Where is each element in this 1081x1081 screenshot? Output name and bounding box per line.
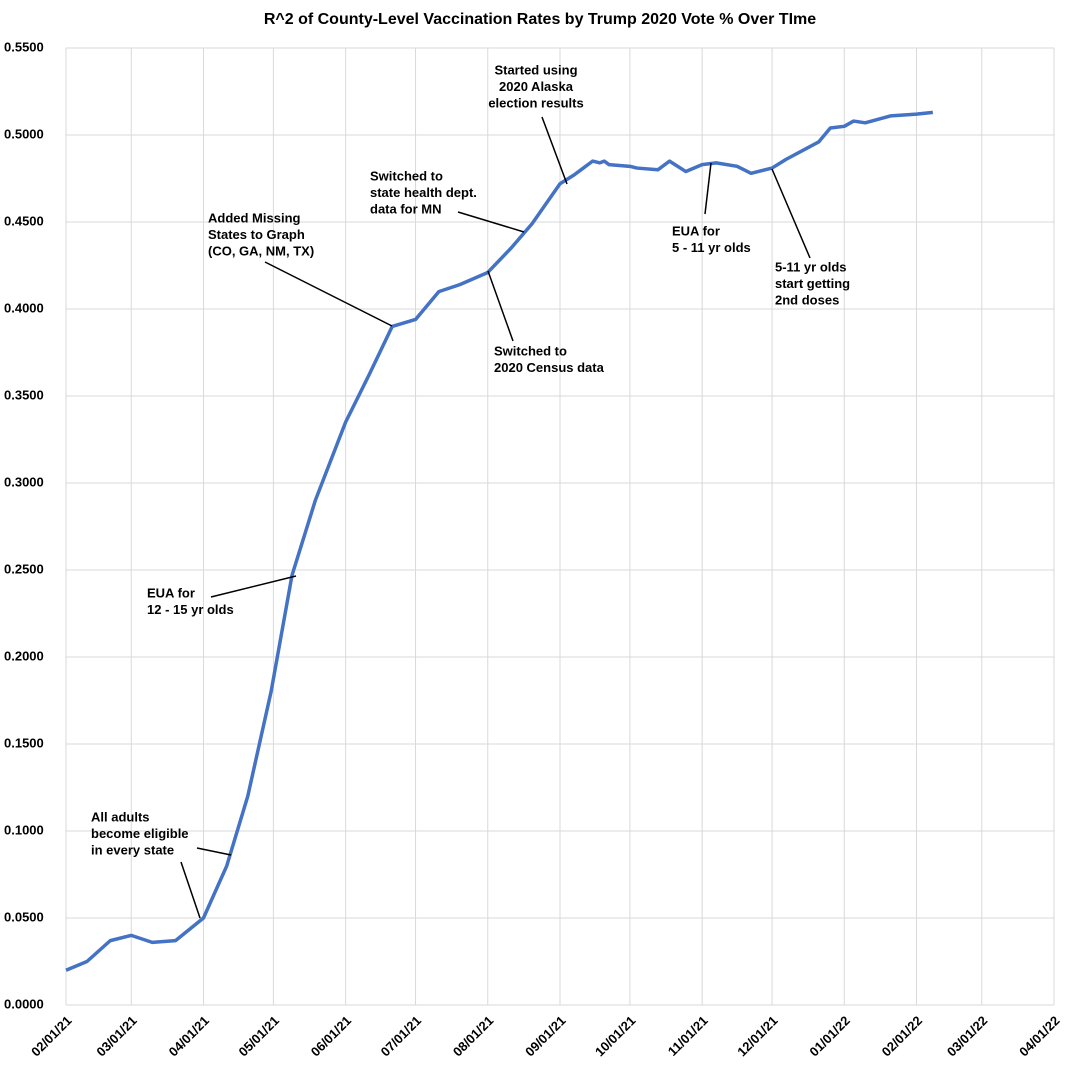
annotation-text: EUA for (672, 223, 720, 238)
annotation-text: Added Missing (208, 210, 301, 225)
annotation-text: Switched to (370, 168, 443, 183)
y-tick-label: 0.5000 (4, 126, 44, 141)
data-line (65, 110, 934, 972)
annotation-text: become eligible (91, 826, 189, 841)
annotation-text: (CO, GA, NM, TX) (208, 243, 314, 258)
y-tick-label: 0.4000 (4, 300, 44, 315)
annotation-text: 5 - 11 yr olds (672, 240, 751, 255)
annotation-text: in every state (91, 842, 174, 857)
y-tick-label: 0.3500 (4, 387, 44, 402)
annotation-leader (487, 270, 514, 342)
annotation-leader (210, 575, 297, 598)
annotation-text: 2nd doses (775, 292, 839, 307)
annotation-text: Switched to (494, 343, 567, 358)
annotation-text: start getting (775, 276, 850, 291)
chart-title: R^2 of County-Level Vaccination Rates by… (264, 11, 816, 28)
annotation-text: 2020 Census data (494, 360, 605, 375)
annotation-text: 2020 Alaska (499, 79, 574, 94)
y-tick-label: 0.2500 (4, 561, 44, 576)
y-tick-label: 0.4500 (4, 213, 44, 228)
annotation-leader (771, 168, 811, 259)
annotation-text: data for MN (370, 201, 442, 216)
annotation-text: 12 - 15 yr olds (147, 602, 234, 617)
y-tick-label: 0.1000 (4, 822, 44, 837)
annotation-text: All adults (91, 809, 150, 824)
y-tick-label: 0.0500 (4, 909, 44, 924)
annotation-leader (196, 847, 232, 856)
annotation-leader (541, 116, 568, 185)
annotation-leader (704, 162, 712, 215)
y-tick-label: 0.3000 (4, 474, 44, 489)
annotation-text: Started using (494, 62, 577, 77)
annotation-text: States to Graph (208, 227, 305, 242)
annotation-leader (264, 261, 393, 327)
annotation-text: EUA for (147, 585, 195, 600)
annotation-leader (180, 861, 201, 919)
y-tick-label: 0.1500 (4, 735, 44, 750)
y-tick-label: 0.5500 (4, 39, 44, 54)
annotation-leader (457, 211, 525, 233)
y-tick-label: 0.2000 (4, 648, 44, 663)
annotation-text: 5-11 yr olds (775, 259, 847, 274)
annotation-text: state health dept. (370, 185, 477, 200)
annotation-text: election results (488, 95, 583, 110)
y-tick-label: 0.0000 (4, 996, 44, 1011)
